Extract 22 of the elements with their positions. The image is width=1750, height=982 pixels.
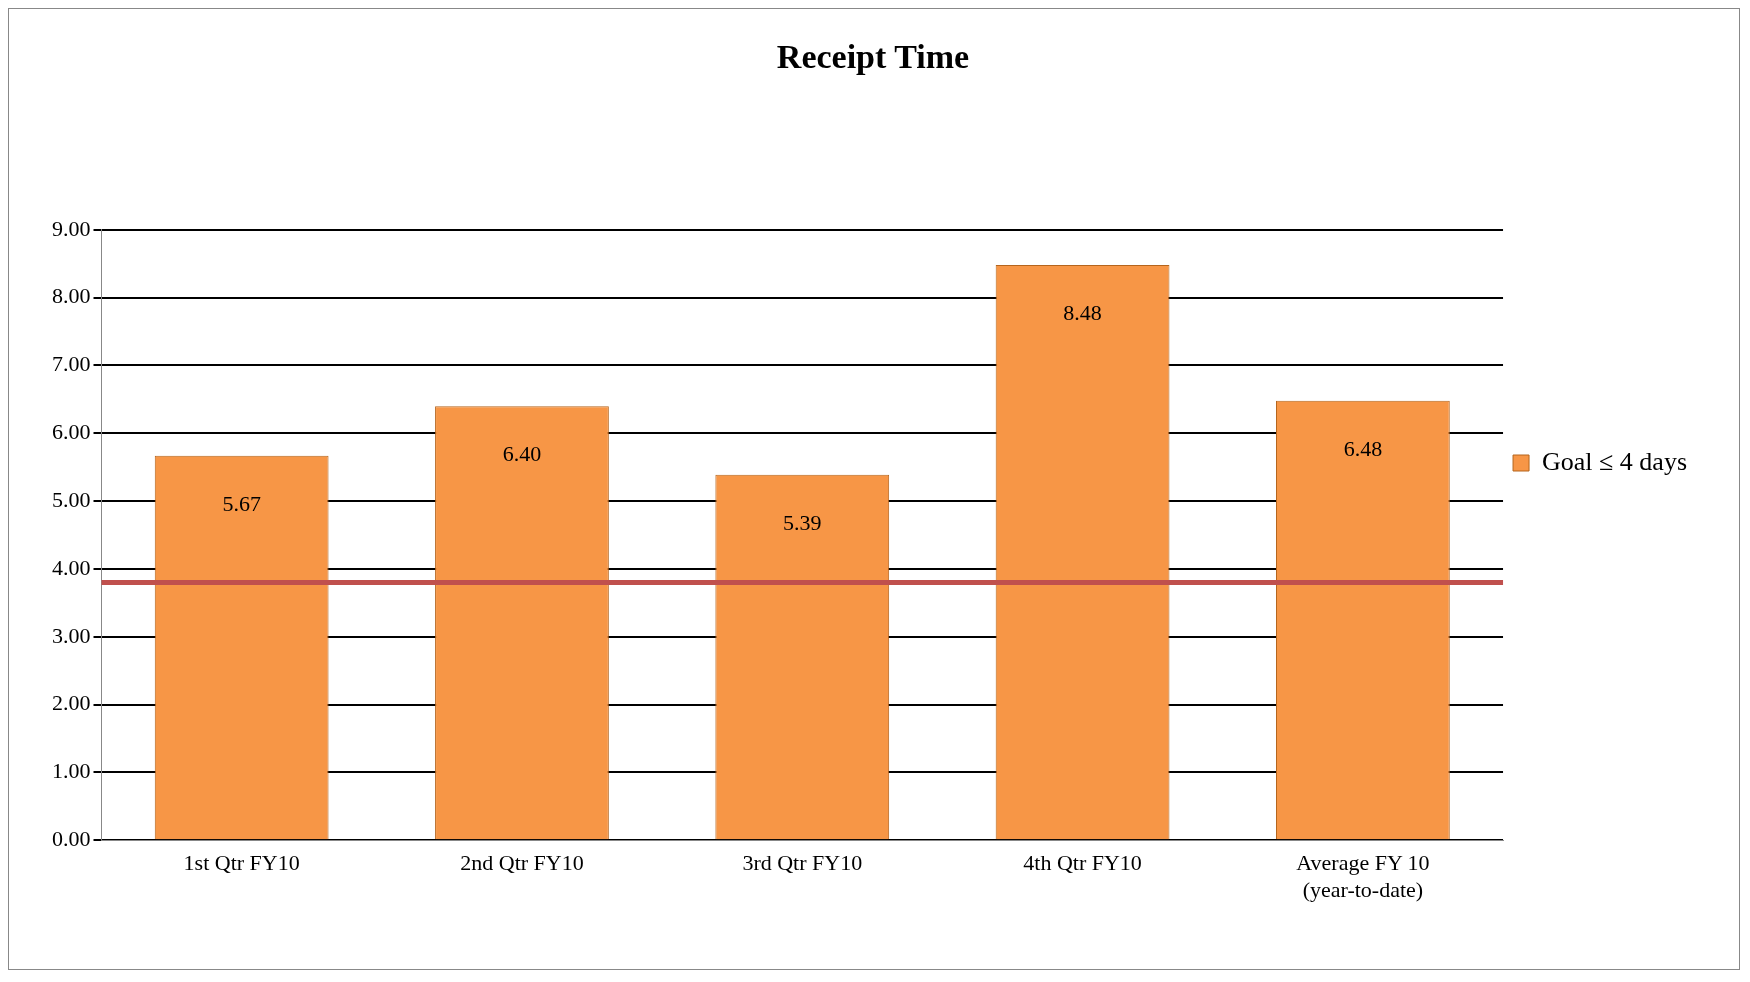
y-tick-label: 0.00 [52,825,91,851]
x-tick-label: Average FY 10 (year-to-date) [1296,850,1430,902]
y-tick-label: 9.00 [52,215,91,241]
data-label: 8.48 [1063,300,1102,326]
data-label: 6.40 [502,441,542,467]
data-label: 5.39 [783,509,822,535]
legend-label: Goal ≤ 4 days [1542,446,1687,476]
y-tick-label: 5.00 [52,486,91,512]
y-tick-label: 6.00 [52,419,91,445]
y-tick-label: 8.00 [52,283,91,309]
data-label: 6.48 [1343,435,1383,461]
chart-title: Receipt Time [776,38,970,76]
y-tick-label: 1.00 [52,758,91,784]
x-tick-label: 3rd Qtr FY10 [742,850,863,876]
y-tick-label: 4.00 [52,554,91,580]
x-tick-label: 1st Qtr FY10 [183,850,300,876]
y-tick-label: 2.00 [52,690,91,716]
y-tick-label: 7.00 [52,351,91,377]
x-tick-label: 4th Qtr FY10 [1023,850,1142,876]
data-label: 5.67 [222,490,261,516]
y-tick-label: 3.00 [52,622,91,648]
x-tick-label: 2nd Qtr FY10 [460,850,584,876]
